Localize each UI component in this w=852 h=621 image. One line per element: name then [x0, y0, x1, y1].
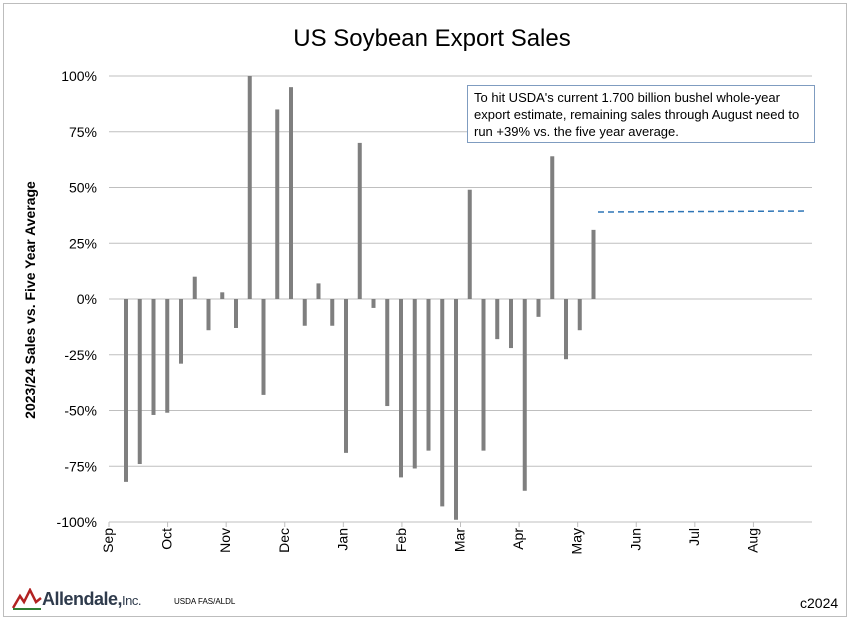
chart-frame	[3, 3, 847, 617]
x-tick-label: Aug	[744, 528, 760, 553]
x-tick-label: Mar	[452, 528, 468, 552]
bar	[564, 299, 568, 360]
logo-suffix: Inc.	[122, 593, 141, 608]
bar	[165, 299, 170, 413]
y-tick-label: 100%	[61, 68, 97, 84]
bar	[481, 299, 486, 451]
bar	[467, 189, 472, 299]
y-axis-label: 2023/24 Sales vs. Five Year Average	[22, 181, 38, 419]
chart-title: US Soybean Export Sales	[293, 25, 571, 52]
x-tick-label: Nov	[217, 528, 233, 553]
bar	[509, 299, 513, 349]
bar	[220, 292, 225, 299]
x-axis-ticks: Sep Oct Nov Dec Jan Feb Mar Apr May Jun Jul Aug	[100, 522, 760, 554]
bar	[550, 156, 555, 299]
bar	[330, 299, 335, 326]
bar	[192, 276, 197, 299]
target-line	[597, 210, 807, 213]
logo-name: Allendale,	[42, 589, 123, 609]
bar	[302, 299, 307, 326]
bar	[371, 299, 376, 308]
allendale-logo: Allendale,Inc.	[12, 588, 141, 610]
bar	[385, 299, 390, 407]
x-tick-label: Oct	[159, 528, 175, 550]
x-tick-label: Jul	[686, 528, 702, 546]
bar	[440, 299, 445, 507]
source-note: USDA FAS/ALDL	[174, 597, 236, 606]
y-tick-label: -100%	[57, 514, 97, 530]
bar	[412, 299, 417, 469]
x-tick-label: Apr	[510, 528, 526, 550]
bar	[316, 283, 321, 299]
bar	[399, 299, 403, 478]
bars	[124, 76, 596, 520]
y-tick-label: 25%	[69, 235, 97, 251]
bar	[344, 299, 348, 453]
logo-mark-icon	[12, 588, 42, 610]
annotation-box: To hit USDA's current 1.700 billion bush…	[467, 85, 815, 143]
y-tick-label: -50%	[64, 403, 97, 419]
y-tick-label: 75%	[69, 124, 97, 140]
bar	[591, 229, 596, 299]
bar	[179, 299, 183, 364]
bar	[151, 299, 156, 415]
bar	[137, 299, 142, 465]
x-tick-label: Dec	[276, 528, 292, 553]
bar	[124, 299, 128, 482]
bar	[454, 299, 458, 520]
y-tick-label: 0%	[77, 291, 97, 307]
bar	[289, 87, 293, 300]
bar	[536, 299, 541, 317]
x-tick-label: Jun	[627, 528, 643, 551]
bar	[261, 299, 266, 395]
bar	[234, 299, 238, 328]
target-layer	[597, 210, 807, 213]
bar	[495, 299, 500, 340]
bar	[426, 299, 431, 451]
gridlines	[109, 75, 812, 523]
bar	[275, 109, 280, 299]
y-tick-label: -25%	[64, 347, 97, 363]
bar	[522, 299, 527, 491]
bar	[247, 76, 252, 299]
bar	[206, 299, 211, 331]
copyright-text: c2024	[800, 595, 839, 611]
x-tick-label: May	[569, 528, 585, 554]
bar	[577, 299, 582, 331]
x-tick-label: Jan	[334, 528, 350, 551]
y-tick-label: 50%	[69, 180, 97, 196]
logo-text: Allendale,Inc.	[42, 589, 141, 610]
y-axis-ticks: 100% 75% 50% 25% 0% -25% -50% -75% -100%	[57, 68, 97, 530]
x-tick-label: Feb	[393, 528, 409, 552]
y-tick-label: -75%	[64, 458, 97, 474]
x-tick-label: Sep	[100, 528, 116, 553]
bar	[357, 142, 362, 299]
